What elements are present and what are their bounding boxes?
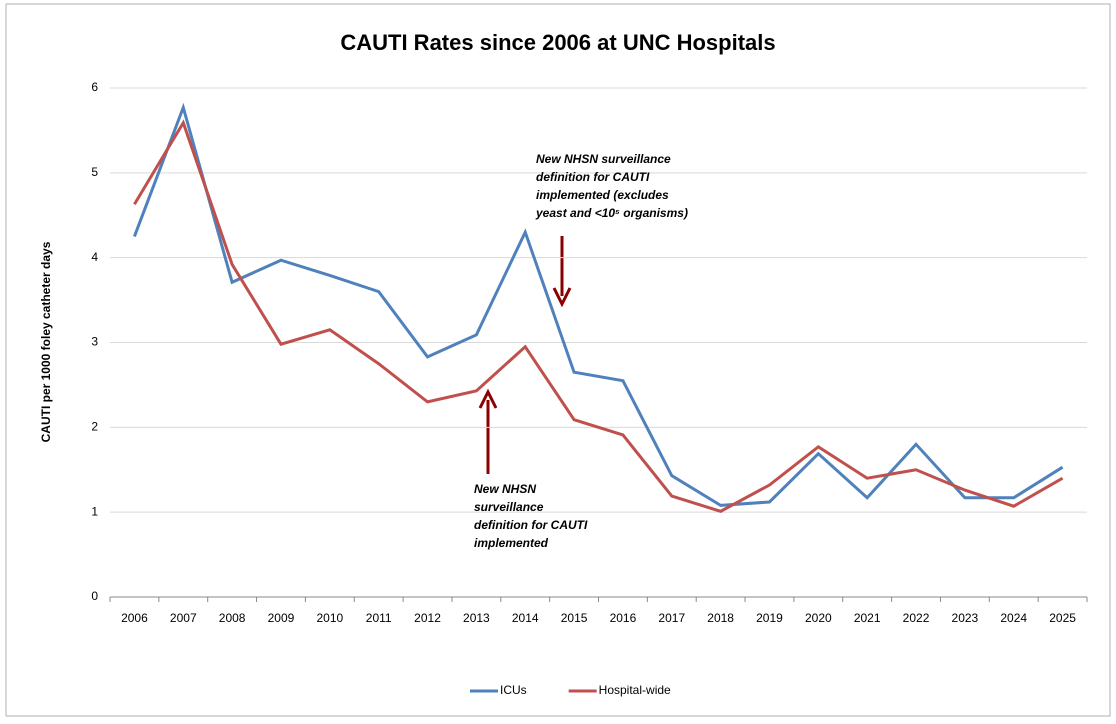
x-tick-label: 2023: [952, 611, 979, 625]
annotation: definition for CAUTI: [474, 518, 588, 532]
x-tick-label: 2011: [366, 611, 392, 625]
x-tick-label: 2019: [756, 611, 783, 625]
x-tick-label: 2010: [316, 611, 343, 625]
x-tick-label: 2007: [170, 611, 197, 625]
y-axis-label: CAUTI per 1000 foley catheter days: [39, 241, 53, 442]
x-tick-label: 2006: [121, 611, 148, 625]
x-tick-label: 2017: [658, 611, 685, 625]
annotation: yeast and <10⁵ organisms): [535, 206, 688, 220]
y-tick-label: 3: [91, 335, 98, 349]
x-tick-label: 2022: [903, 611, 930, 625]
y-tick-label: 6: [91, 80, 98, 94]
x-tick-label: 2012: [414, 611, 441, 625]
arrow-head: [552, 287, 572, 308]
x-tick-label: 2014: [512, 611, 539, 625]
x-tick-label: 2018: [707, 611, 734, 625]
x-tick-label: 2008: [219, 611, 246, 625]
y-tick-label: 1: [91, 504, 98, 518]
y-tick-label: 2: [91, 420, 98, 434]
y-tick-label: 4: [91, 250, 98, 264]
y-tick-label: 5: [91, 165, 98, 179]
series-line: [133, 119, 1064, 513]
arrow-head: [478, 388, 498, 409]
x-tick-label: 2020: [805, 611, 832, 625]
arrows: [478, 236, 572, 474]
x-tick-label: 2009: [268, 611, 295, 625]
chart-border: [5, 3, 1111, 717]
x-tick-label: 2015: [561, 611, 588, 625]
annotation: definition for CAUTI: [536, 170, 650, 184]
legend-label: Hospital-wide: [599, 683, 671, 697]
y-tick-label: 0: [91, 589, 98, 603]
legend-label: ICUs: [500, 683, 527, 697]
series-line: [133, 102, 1064, 507]
x-tick-label: 2013: [463, 611, 490, 625]
annotation: implemented: [474, 536, 549, 550]
annotation: surveillance: [474, 500, 544, 514]
x-tick-label: 2016: [610, 611, 637, 625]
annotation: implemented (excludes: [536, 188, 669, 202]
chart-title: CAUTI Rates since 2006 at UNC Hospitals: [340, 30, 775, 55]
x-tick-label: 2024: [1000, 611, 1027, 625]
annotation: New NHSN: [474, 482, 536, 496]
x-tick-label: 2025: [1049, 611, 1076, 625]
annotation: New NHSN surveillance: [536, 152, 671, 166]
x-tick-label: 2021: [854, 611, 881, 625]
